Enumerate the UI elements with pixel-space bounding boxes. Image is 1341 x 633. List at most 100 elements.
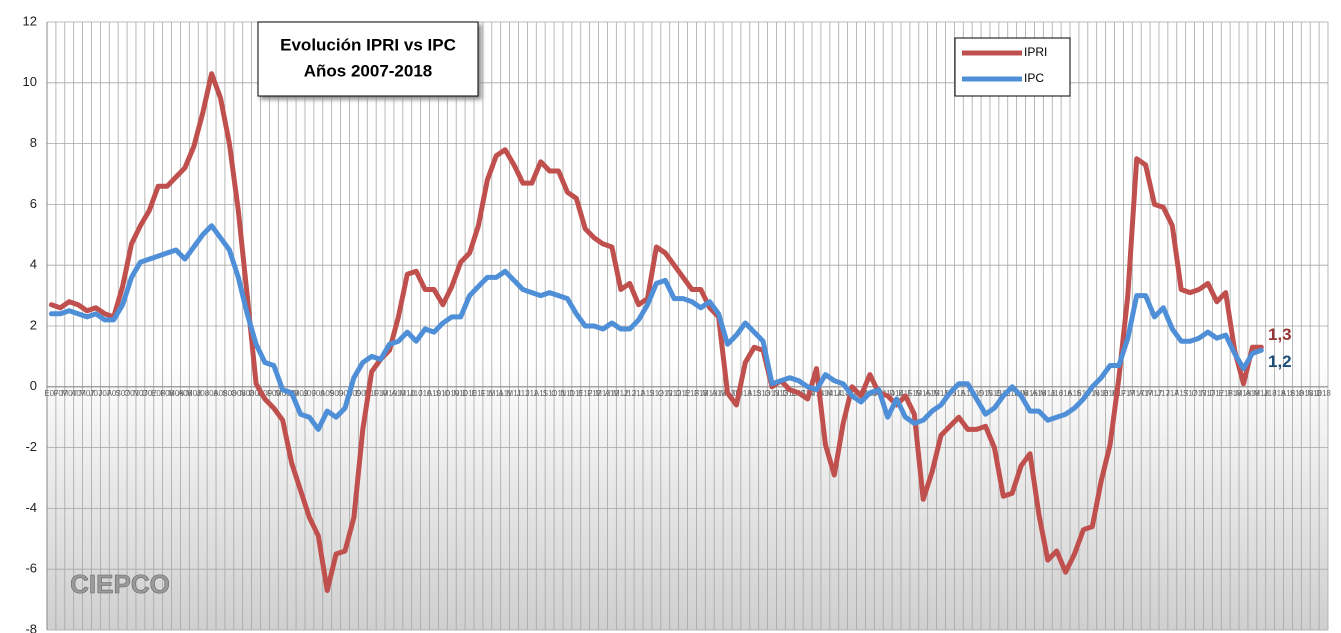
x-tick-label: J16 [1059,389,1072,398]
x-tick-label: N11 [560,389,575,398]
x-tick-label: F17 [1121,389,1135,398]
x-tick-label: F12 [587,389,601,398]
x-tick-label: N16 [1094,389,1109,398]
x-tick-label: A14 [818,389,833,398]
series-line [48,223,1264,432]
x-tick-label: N17 [1201,389,1216,398]
x-tick-label: O11 [551,389,566,398]
x-tick-label: E07 [44,389,59,398]
x-tick-label: O18 [1298,389,1314,398]
x-tick-label: A08 [178,389,193,398]
x-tick-label: E08 [151,389,166,398]
x-tick-label: E18 [1219,389,1234,398]
x-tick-label: S07 [115,389,130,398]
x-tick-label: S17 [1183,389,1198,398]
x-tick-label: E11 [472,389,486,398]
x-tick-label: D07 [142,389,157,398]
x-tick-label: J15 [952,389,965,398]
x-tick-label: M07 [79,389,95,398]
x-tick-label: J18 [1264,389,1277,398]
x-tick-label: M12 [595,389,611,398]
x-tick-label: A13 [712,389,727,398]
x-tick-label: D08 [249,389,264,398]
title-box: Evolución IPRI vs IPC Años 2007-2018 [257,21,479,97]
x-tick-label: S09 [329,389,344,398]
title-frame [257,21,479,97]
x-tick-label: J07 [89,389,102,398]
x-tick-label: F08 [160,389,174,398]
x-tick-label: O08 [231,389,247,398]
x-tick-label: J10 [410,389,423,398]
x-tick-label: F07 [53,389,67,398]
x-tick-label: F10 [374,389,388,398]
x-tick-label: A07 [107,389,122,398]
x-tick-label: D13 [782,389,797,398]
x-tick-label: N18 [1307,389,1322,398]
x-tick-label: E10 [365,389,380,398]
x-tick-label: M10 [382,389,398,398]
x-tick-label: O15 [978,389,994,398]
x-tick-label: J09 [303,389,316,398]
x-tick-label: D11 [569,389,584,398]
x-tick-label: A11 [534,389,548,398]
x-tick-label: N07 [133,389,148,398]
end-value-label: 1,2 [1268,352,1292,371]
x-tick-label: J08 [205,389,218,398]
x-tick-label: M10 [400,389,416,398]
y-tick-label: -4 [25,500,37,515]
x-tick-label: A18 [1281,389,1296,398]
x-tick-label: A10 [427,389,442,398]
x-tick-label: N09 [347,389,362,398]
x-tick-label: M16 [1040,389,1056,398]
x-tick-label: S13 [756,389,771,398]
x-tick-label: M18 [1236,389,1252,398]
chart-subtitle: Años 2007-2018 [304,61,433,80]
x-tick-label: O13 [764,389,780,398]
x-tick-label: E09 [258,389,273,398]
x-tick-label: D18 [1316,389,1331,398]
x-tick-label: O17 [1191,389,1207,398]
x-tick-label: M15 [915,389,931,398]
x-tick-label: S12 [649,389,664,398]
y-tick-label: -2 [25,439,37,454]
y-tick-label: 2 [30,317,37,332]
x-tick-label: A15 [961,389,976,398]
x-tick-label: J17 [1157,389,1170,398]
x-tick-label: S11 [543,389,557,398]
x-tick-label: S16 [1076,389,1091,398]
legend-label: IPC [1024,71,1044,85]
legend: IPRI IPC [954,37,1071,97]
x-tick-label: J09 [312,389,325,398]
x-tick-label: N08 [240,389,255,398]
y-tick-label: 0 [30,378,37,393]
grid: -8-6-4-2024681012E07F07M07A07M07J07J07A0… [23,13,1332,633]
x-tick-label: J10 [419,389,432,398]
y-tick-label: 10 [23,74,37,89]
x-tick-label: M13 [702,389,718,398]
x-tick-label: J07 [98,389,111,398]
x-tick-label: M17 [1129,389,1145,398]
x-tick-label: M11 [507,389,523,398]
x-tick-label: M11 [489,389,505,398]
x-tick-label: A17 [1174,389,1189,398]
x-tick-label: N10 [453,389,468,398]
x-tick-label: A11 [498,389,512,398]
x-tick-label: M08 [168,389,184,398]
x-tick-label: M17 [1147,389,1163,398]
x-tick-label: M18 [1254,389,1270,398]
x-tick-label: A08 [213,389,228,398]
x-tick-label: O12 [658,389,674,398]
logo: CIEPCO [70,569,170,599]
x-tick-label: J18 [1273,389,1286,398]
x-tick-label: S10 [436,389,451,398]
x-tick-label: O10 [444,389,460,398]
x-tick-label: N15 [987,389,1002,398]
x-tick-label: M16 [1022,389,1038,398]
chart-title: Evolución IPRI vs IPC [280,35,456,54]
x-tick-label: O09 [337,389,353,398]
x-tick-label: J14 [837,389,850,398]
x-tick-label: J16 [1050,389,1063,398]
x-tick-label: D12 [676,389,691,398]
x-tick-label: A16 [1032,389,1047,398]
x-tick-label: E16 [1005,389,1020,398]
